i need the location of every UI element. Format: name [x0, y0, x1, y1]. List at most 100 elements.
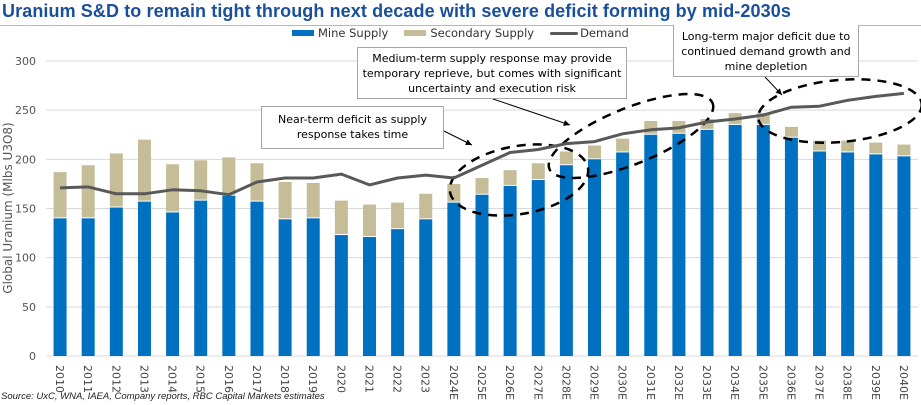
x-tick-label: 2035E: [756, 365, 769, 400]
bar-mine-supply: [222, 195, 236, 356]
bar-mine-supply: [166, 212, 180, 356]
x-tick-label: 2020: [334, 365, 347, 393]
x-tick-label: 2019: [306, 365, 319, 393]
bar-secondary-supply: [137, 139, 151, 201]
y-tick-label: 300: [15, 55, 36, 68]
x-tick-label: 2033E: [700, 365, 713, 400]
bar-secondary-supply: [306, 182, 320, 218]
annotation-long-term: Long-term major deficit due to continued…: [673, 25, 859, 77]
ellipse-near-term: [448, 143, 590, 217]
ellipse-long-term: [757, 78, 921, 144]
bar-secondary-supply: [869, 142, 883, 154]
x-tick-label: 2040E: [897, 365, 910, 400]
bar-mine-supply: [644, 134, 658, 356]
x-tick-label: 2039E: [869, 365, 882, 400]
bar-mine-supply: [756, 124, 770, 357]
bar-mine-supply: [841, 152, 855, 356]
y-tick-label: 150: [15, 203, 36, 216]
y-tick-label: 250: [15, 104, 36, 117]
y-tick-labels: 0 50 100 150 200 250 300: [15, 55, 36, 363]
arrowhead-icon: [775, 88, 782, 95]
x-tick-label: 2036E: [784, 365, 797, 400]
bar-mine-supply: [503, 185, 517, 356]
legend-item-mine-supply: Mine Supply: [292, 26, 388, 40]
legend-label-secondary-supply: Secondary Supply: [430, 26, 535, 40]
bar-mine-supply: [475, 194, 489, 356]
x-tick-label: 2014: [166, 365, 179, 393]
chart-title: Uranium S&D to remain tight through next…: [2, 1, 791, 21]
x-tick-label: 2028E: [559, 365, 572, 400]
ellipse-medium-term: [547, 92, 715, 180]
bar-secondary-supply: [53, 172, 67, 218]
x-tick-label: 2011: [81, 365, 94, 393]
x-tick-label: 2018: [278, 365, 291, 393]
x-tick-label: 2017: [250, 365, 263, 393]
bar-mine-supply: [813, 151, 827, 356]
bar-secondary-supply: [559, 151, 573, 165]
bar-mine-supply: [447, 202, 461, 356]
bar-secondary-supply: [756, 113, 770, 124]
bar-mine-supply: [362, 237, 376, 356]
x-tick-labels: 2010 2011 2012 2013 2014 2015 2016 2017 2018 2019…: [53, 365, 910, 400]
bar-mine-supply: [53, 218, 67, 356]
y-tick-label: 200: [15, 153, 36, 166]
bar-secondary-supply: [897, 144, 911, 156]
bar-secondary-supply: [813, 140, 827, 151]
bar-secondary-supply: [81, 165, 95, 218]
x-tick-label: 2026E: [503, 365, 516, 400]
x-tick-label: 2038E: [841, 365, 854, 400]
bar-secondary-supply: [109, 153, 123, 207]
bar-mine-supply: [81, 218, 95, 356]
bar-secondary-supply: [222, 157, 236, 195]
x-tick-label: 2021: [362, 365, 375, 393]
x-tick-label: 2010: [53, 365, 66, 393]
bars: [53, 113, 911, 357]
bar-mine-supply: [869, 154, 883, 356]
bar-secondary-supply: [391, 202, 405, 229]
bar-mine-supply: [897, 156, 911, 356]
y-axis-label: Global Uranium (Mlbs U3O8): [1, 122, 15, 293]
y-tick-label: 100: [15, 252, 36, 265]
x-tick-label: 2023: [419, 365, 432, 393]
bar-mine-supply: [334, 235, 348, 356]
bar-secondary-supply: [278, 181, 292, 219]
deficit-ellipses: [448, 78, 921, 217]
x-tick-label: 2030E: [616, 365, 629, 400]
bar-secondary-supply: [194, 160, 208, 200]
bar-mine-supply: [391, 229, 405, 356]
bar-mine-supply: [194, 200, 208, 356]
bar-mine-supply: [250, 201, 264, 356]
source-note: Source: UxC, WNA, IAEA, Company reports,…: [1, 391, 325, 402]
arrowhead-icon: [563, 120, 570, 126]
bar-secondary-supply: [784, 126, 798, 137]
bar-secondary-supply: [588, 145, 602, 159]
x-tick-label: 2027E: [531, 365, 544, 400]
x-tick-label: 2016: [222, 365, 235, 393]
y-tick-label: 0: [29, 350, 36, 363]
bar-mine-supply: [137, 201, 151, 356]
legend-item-secondary-supply: Secondary Supply: [404, 26, 534, 40]
x-tick-label: 2029E: [588, 365, 601, 400]
x-tick-label: 2024E: [447, 365, 460, 400]
annotation-arrows: [443, 76, 783, 146]
legend-swatch-secondary-supply: [404, 30, 427, 36]
x-tick-label: 2015: [194, 365, 207, 393]
bar-mine-supply: [672, 133, 686, 356]
legend-swatch-mine-supply: [292, 30, 314, 36]
legend-label-demand: Demand: [580, 26, 629, 40]
bar-mine-supply: [588, 159, 602, 356]
x-tick-label: 2025E: [475, 365, 488, 400]
x-tick-label: 2031E: [644, 365, 657, 400]
bar-mine-supply: [531, 179, 545, 356]
bar-secondary-supply: [362, 204, 376, 237]
legend: Mine Supply Secondary Supply Demand: [292, 26, 645, 40]
legend-item-demand: Demand: [550, 26, 629, 40]
x-tick-label: 2037E: [813, 365, 826, 400]
bar-mine-supply: [278, 219, 292, 356]
annotation-medium-term: Medium-term supply response may provide …: [357, 47, 627, 99]
bar-secondary-supply: [503, 170, 517, 185]
x-tick-label: 2032E: [672, 365, 685, 400]
bar-mine-supply: [306, 218, 320, 356]
bar-secondary-supply: [419, 193, 433, 219]
x-tick-label: 2022: [391, 365, 404, 393]
